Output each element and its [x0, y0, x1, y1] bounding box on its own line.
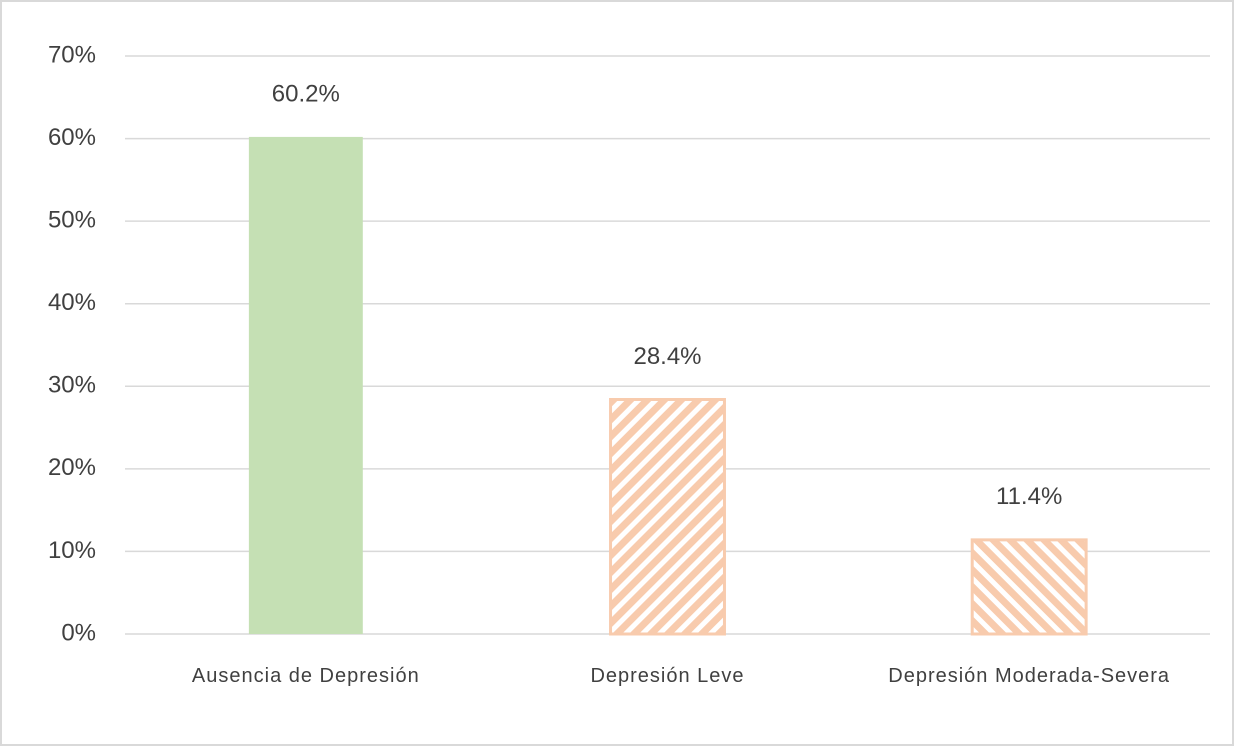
y-tick-label: 30% — [48, 372, 96, 399]
x-tick-label: Depresión Leve — [590, 665, 745, 687]
y-tick-label: 70% — [48, 41, 96, 68]
bar — [609, 397, 726, 636]
y-tick-label: 40% — [48, 289, 96, 316]
x-tick-label: Depresión Moderada-Severa — [888, 665, 1171, 687]
y-tick-label: 60% — [48, 124, 96, 151]
bar — [970, 538, 1088, 636]
value-label: 28.4% — [633, 343, 701, 370]
y-tick-label: 50% — [48, 206, 96, 233]
x-tick-label: Ausencia de Depresión — [191, 665, 420, 687]
y-tick-label: 0% — [61, 619, 96, 646]
bar — [248, 136, 363, 635]
value-label: 60.2% — [272, 80, 340, 107]
y-tick-label: 20% — [48, 454, 96, 481]
y-tick-label: 10% — [48, 537, 96, 564]
value-label: 11.4% — [996, 483, 1062, 510]
